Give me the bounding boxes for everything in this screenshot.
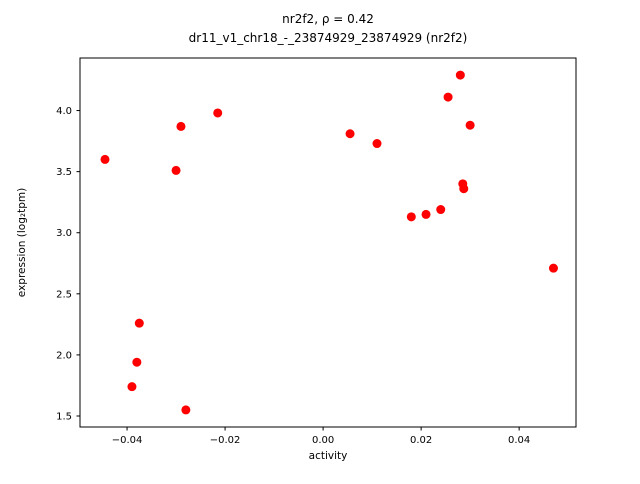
data-point xyxy=(372,139,382,149)
data-point xyxy=(459,184,469,194)
data-point xyxy=(127,382,137,392)
y-tick-label: 2.0 xyxy=(56,350,72,361)
data-point xyxy=(213,108,223,118)
data-point xyxy=(455,70,465,80)
y-tick-label: 2.5 xyxy=(56,289,72,300)
y-tick-label: 1.5 xyxy=(56,412,72,423)
data-point xyxy=(421,209,431,219)
x-axis-label: activity xyxy=(309,450,348,462)
data-point xyxy=(176,121,186,131)
data-point xyxy=(406,212,416,222)
x-axis-ticks: −0.04 −0.02 0.00 0.02 0.04 xyxy=(112,427,530,446)
y-tick-label: 3.0 xyxy=(56,228,72,239)
data-point xyxy=(345,129,355,139)
data-point xyxy=(443,92,453,102)
data-point xyxy=(436,205,446,215)
y-tick-label: 4.0 xyxy=(56,106,72,117)
x-tick-label: −0.02 xyxy=(210,435,241,446)
plot-area xyxy=(79,57,577,428)
y-axis-ticks: 1.5 2.0 2.5 3.0 3.5 4.0 xyxy=(56,106,80,423)
x-tick-label: 0.02 xyxy=(410,435,432,446)
data-point xyxy=(548,263,558,273)
x-tick-label: −0.04 xyxy=(112,435,143,446)
data-point xyxy=(132,357,142,367)
data-point xyxy=(465,120,475,130)
x-tick-label: 0.00 xyxy=(312,435,334,446)
data-point xyxy=(134,318,144,328)
y-axis-label: expression (log₂tpm) xyxy=(16,188,28,297)
y-tick-label: 3.5 xyxy=(56,167,72,178)
chart-subtitle: dr11_v1_chr18_-_23874929_23874929 (nr2f2… xyxy=(189,31,468,45)
scatter-points xyxy=(100,70,558,415)
data-point xyxy=(171,165,181,175)
data-point xyxy=(181,405,191,415)
data-point xyxy=(100,154,110,164)
chart-title: nr2f2, ρ = 0.42 xyxy=(282,12,374,26)
x-tick-label: 0.04 xyxy=(508,435,530,446)
